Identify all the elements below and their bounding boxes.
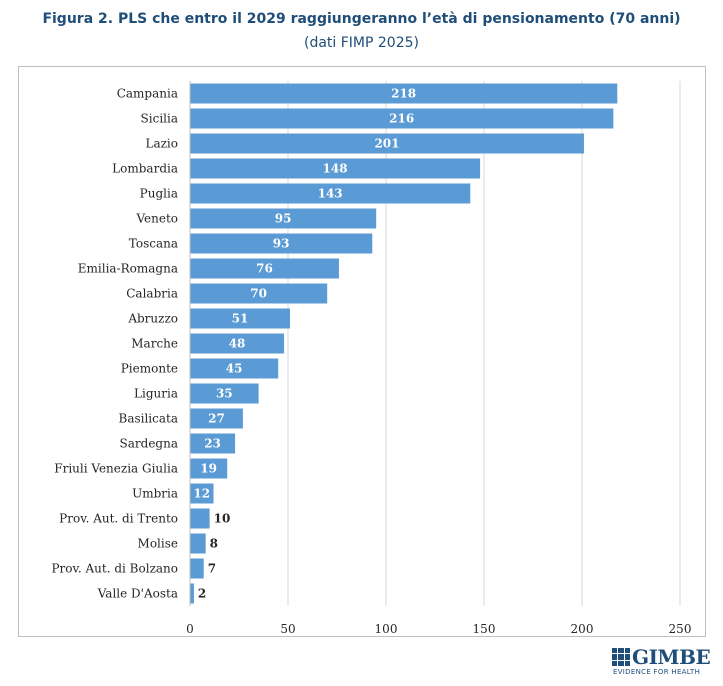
data-label: 70 bbox=[250, 287, 267, 301]
chart-frame bbox=[18, 66, 706, 637]
bar bbox=[190, 133, 584, 154]
category-label: Sardegna bbox=[120, 437, 178, 451]
data-label: 143 bbox=[318, 187, 343, 201]
category-label: Puglia bbox=[140, 187, 178, 201]
category-label: Toscana bbox=[129, 237, 178, 251]
data-label: 10 bbox=[214, 512, 231, 526]
category-label: Lazio bbox=[145, 137, 178, 151]
bar bbox=[190, 108, 614, 129]
data-label: 51 bbox=[232, 312, 249, 326]
data-label: 27 bbox=[208, 412, 225, 426]
category-label: Marche bbox=[131, 337, 178, 351]
data-label: 93 bbox=[273, 237, 290, 251]
bar bbox=[190, 283, 328, 304]
category-label: Liguria bbox=[134, 387, 178, 401]
bar bbox=[190, 508, 210, 529]
chart-subtitle: (dati FIMP 2025) bbox=[303, 35, 419, 51]
logo-name: GIMBE bbox=[632, 645, 711, 669]
category-label: Calabria bbox=[126, 287, 178, 301]
x-tick-label: 150 bbox=[473, 622, 496, 636]
category-label: Lombardia bbox=[112, 162, 178, 176]
gimbe-logo: GIMBE EVIDENCE FOR HEALTH bbox=[612, 645, 711, 678]
chart-title: Figura 2. PLS che entro il 2029 raggiung… bbox=[42, 11, 681, 27]
category-label: Veneto bbox=[135, 212, 178, 226]
category-label: Friuli Venezia Giulia bbox=[54, 462, 178, 476]
bar-chart: 0 50 100 150 200 250 Campania 218 Sicilia 216 Lazi… bbox=[51, 81, 692, 636]
data-label: 35 bbox=[216, 387, 233, 401]
data-label: 216 bbox=[389, 112, 414, 126]
bar bbox=[190, 208, 377, 229]
data-label: 23 bbox=[204, 437, 221, 451]
data-label: 12 bbox=[193, 487, 210, 501]
data-label: 2 bbox=[198, 587, 206, 601]
bar bbox=[190, 308, 290, 329]
bar bbox=[190, 358, 279, 379]
data-label: 201 bbox=[374, 137, 399, 151]
x-tick-label: 100 bbox=[375, 622, 398, 636]
bar bbox=[190, 458, 228, 479]
x-tick-label: 200 bbox=[571, 622, 594, 636]
bar bbox=[190, 158, 481, 179]
data-label: 7 bbox=[208, 562, 216, 576]
category-label: Umbria bbox=[132, 487, 178, 501]
x-tick-label: 0 bbox=[186, 622, 194, 636]
data-label: 48 bbox=[229, 337, 246, 351]
category-label: Emilia-Romagna bbox=[78, 262, 178, 276]
x-tick-label: 50 bbox=[280, 622, 295, 636]
category-label: Campania bbox=[117, 87, 178, 101]
bar bbox=[190, 583, 194, 604]
bar bbox=[190, 433, 236, 454]
data-label: 218 bbox=[391, 87, 416, 101]
bar bbox=[190, 83, 618, 104]
logo-tagline: EVIDENCE FOR HEALTH bbox=[613, 668, 701, 676]
bar bbox=[190, 183, 471, 204]
category-label: Basilicata bbox=[119, 412, 179, 426]
bar bbox=[190, 333, 285, 354]
bar bbox=[190, 383, 259, 404]
gimbe-logo-mark-icon bbox=[612, 648, 630, 666]
category-label: Piemonte bbox=[121, 362, 178, 376]
bar bbox=[190, 483, 214, 504]
category-label: Prov. Aut. di Bolzano bbox=[51, 562, 178, 576]
bar bbox=[190, 408, 243, 429]
data-label: 148 bbox=[323, 162, 348, 176]
category-label: Sicilia bbox=[141, 112, 178, 126]
data-label: 45 bbox=[226, 362, 243, 376]
bar bbox=[190, 558, 204, 579]
bar bbox=[190, 233, 373, 254]
category-label: Abruzzo bbox=[127, 312, 178, 326]
category-label: Valle D'Aosta bbox=[97, 587, 178, 601]
data-label: 19 bbox=[200, 462, 217, 476]
category-label: Prov. Aut. di Trento bbox=[59, 512, 178, 526]
x-tick-label: 250 bbox=[669, 622, 692, 636]
category-label: Molise bbox=[138, 537, 178, 551]
data-label: 8 bbox=[210, 537, 218, 551]
data-label: 95 bbox=[275, 212, 292, 226]
bar bbox=[190, 258, 339, 279]
bar bbox=[190, 533, 206, 554]
data-label: 76 bbox=[256, 262, 273, 276]
